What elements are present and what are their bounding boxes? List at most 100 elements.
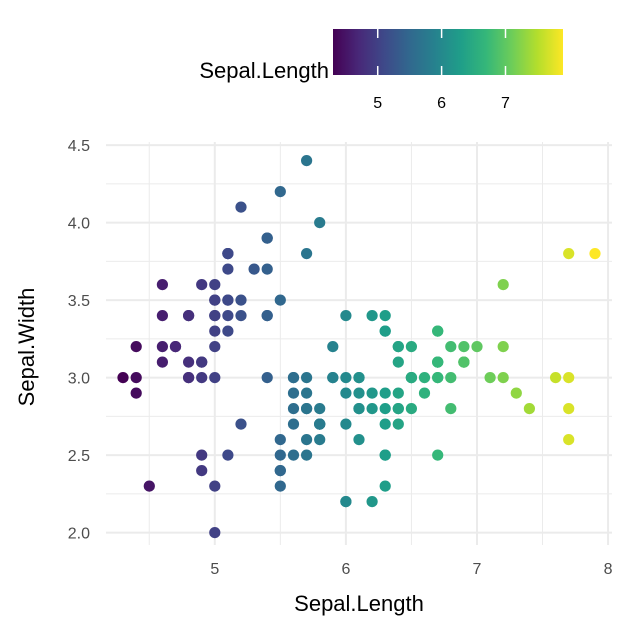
y-tick-label: 2.0 — [68, 526, 90, 543]
y-tick-label: 4.5 — [68, 138, 90, 155]
data-point — [274, 434, 286, 446]
x-axis-ticks: 5 6 7 8 — [210, 561, 612, 578]
x-tick-label: 7 — [473, 561, 482, 578]
data-point — [340, 418, 352, 430]
legend-tick-label: 5 — [373, 95, 382, 112]
data-point — [458, 341, 470, 353]
data-point — [340, 372, 352, 384]
data-point — [379, 310, 391, 322]
data-point — [445, 372, 457, 384]
data-point — [301, 387, 313, 399]
data-point — [405, 341, 417, 353]
data-point — [340, 496, 352, 508]
data-point — [379, 387, 391, 399]
data-point — [458, 356, 470, 368]
plot-grid — [106, 142, 612, 545]
data-point — [392, 341, 404, 353]
data-point — [432, 372, 444, 384]
y-tick-label: 2.5 — [68, 448, 90, 465]
data-point — [301, 403, 313, 415]
data-point — [156, 341, 168, 353]
y-axis-ticks: 2.0 2.5 3.0 3.5 4.0 4.5 — [68, 138, 90, 542]
data-point — [156, 356, 168, 368]
data-point — [287, 387, 300, 399]
data-point — [392, 356, 404, 368]
x-tick-label: 8 — [604, 561, 613, 578]
data-point — [497, 372, 509, 384]
data-point — [287, 372, 300, 384]
legend-tick-label: 6 — [437, 95, 446, 112]
data-point — [196, 279, 208, 291]
data-point — [418, 372, 431, 384]
data-point — [235, 418, 247, 430]
data-point — [235, 310, 247, 322]
data-point — [209, 341, 221, 353]
legend-colorbar — [333, 29, 563, 75]
data-point — [392, 418, 404, 430]
data-point — [510, 387, 522, 399]
data-point — [183, 372, 195, 384]
data-point — [222, 310, 234, 322]
data-point — [261, 232, 273, 244]
data-point — [432, 325, 444, 337]
x-tick-label: 5 — [210, 561, 219, 578]
data-point — [301, 155, 313, 167]
data-point — [130, 341, 142, 353]
data-point — [274, 449, 286, 461]
data-point — [209, 372, 221, 384]
data-point — [314, 418, 326, 430]
data-point — [156, 279, 168, 291]
data-points — [117, 155, 601, 539]
data-point — [392, 403, 404, 415]
data-point — [340, 310, 352, 322]
data-point — [287, 403, 300, 415]
data-point — [497, 341, 509, 353]
data-point — [235, 294, 247, 306]
data-point — [353, 403, 365, 415]
data-point — [196, 465, 208, 477]
data-point — [196, 449, 208, 461]
data-point — [353, 434, 365, 446]
data-point — [379, 325, 391, 337]
data-point — [589, 248, 601, 260]
data-point — [143, 480, 155, 492]
data-point — [366, 310, 378, 322]
data-point — [366, 387, 378, 399]
data-point — [379, 403, 391, 415]
data-point — [379, 418, 391, 430]
data-point — [550, 372, 562, 384]
data-point — [327, 372, 339, 384]
data-point — [563, 372, 575, 384]
data-point — [379, 449, 391, 461]
y-tick-label: 4.0 — [68, 216, 90, 233]
data-point — [314, 403, 326, 415]
data-point — [209, 294, 221, 306]
x-tick-label: 6 — [341, 561, 350, 578]
data-point — [366, 403, 378, 415]
data-point — [314, 217, 326, 229]
data-point — [301, 449, 313, 461]
data-point — [353, 387, 365, 399]
data-point — [183, 356, 195, 368]
data-point — [563, 403, 575, 415]
data-point — [261, 310, 273, 322]
data-point — [392, 387, 404, 399]
legend-tick-label: 7 — [501, 95, 510, 112]
data-point — [169, 341, 182, 353]
data-point — [523, 403, 536, 415]
data-point — [156, 310, 168, 322]
data-point — [287, 449, 300, 461]
data-point — [497, 279, 509, 291]
data-point — [209, 310, 221, 322]
data-point — [432, 449, 444, 461]
data-point — [445, 403, 457, 415]
data-point — [235, 201, 247, 213]
data-point — [379, 480, 391, 492]
data-point — [261, 263, 273, 275]
data-point — [274, 186, 286, 198]
x-axis-title: Sepal.Length — [294, 591, 424, 616]
data-point — [222, 294, 234, 306]
data-point — [130, 387, 142, 399]
data-point — [209, 527, 221, 539]
